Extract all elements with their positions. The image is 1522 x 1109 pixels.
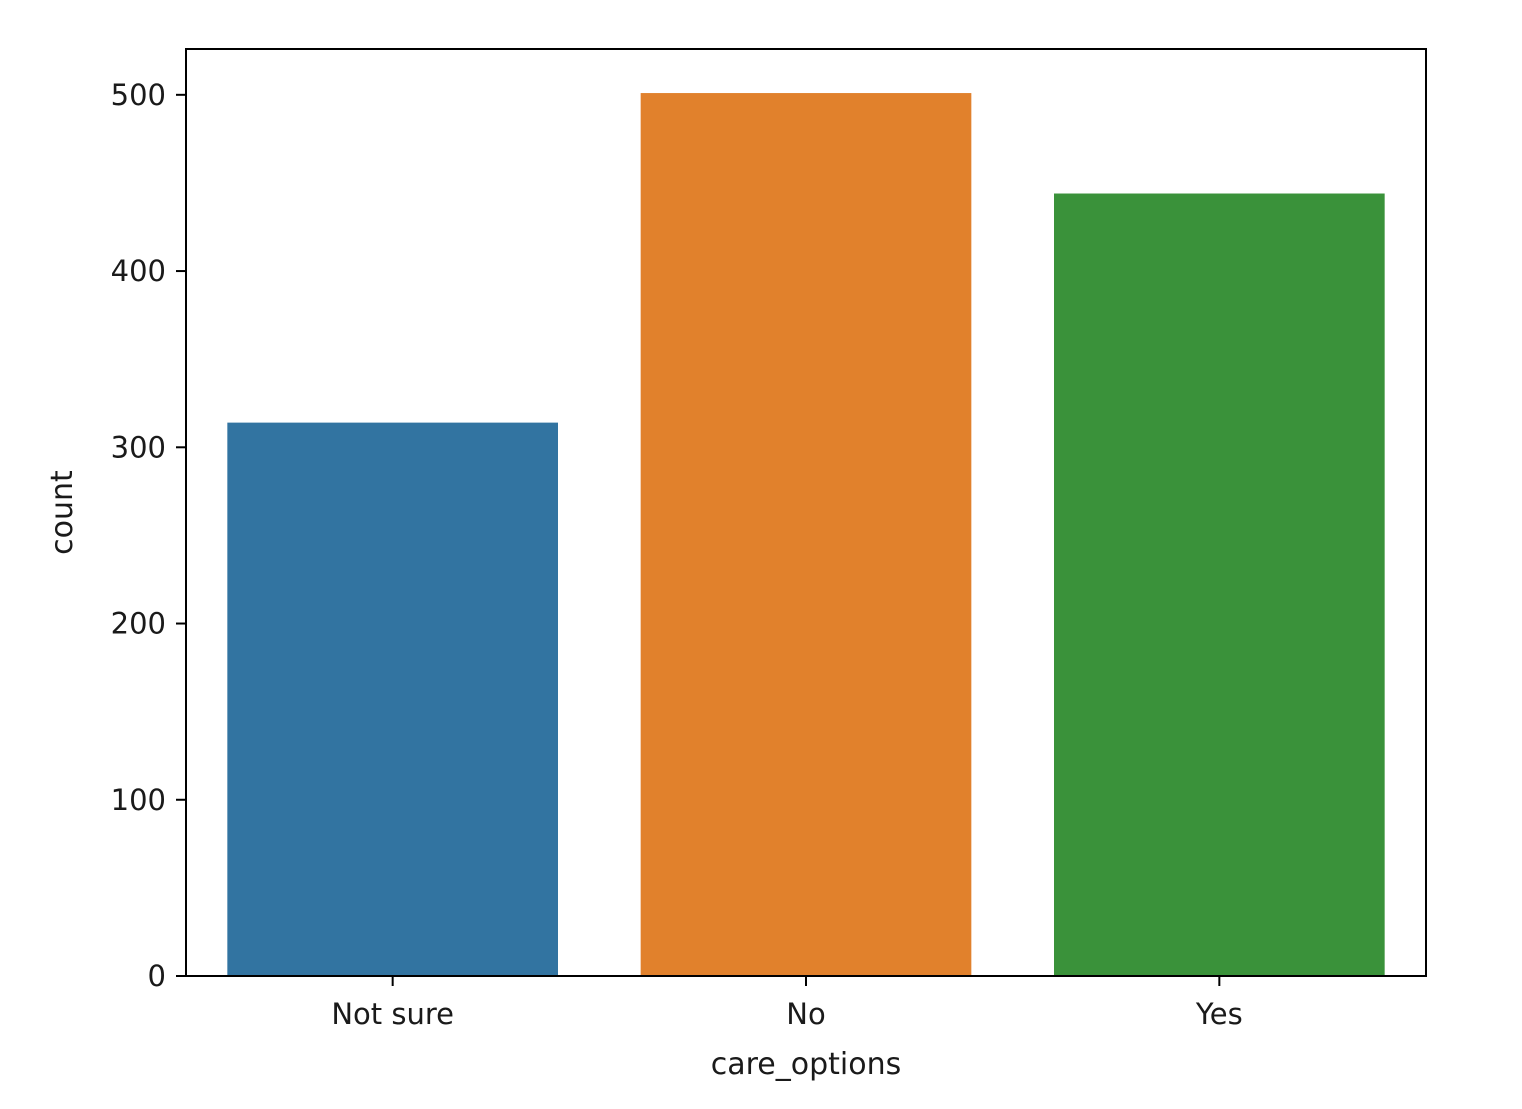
y-tick-label: 300 (111, 430, 166, 464)
x-tick-label: Yes (1195, 997, 1243, 1031)
y-tick-label: 400 (111, 254, 166, 288)
y-axis-ticks: 0 100 200 300 400 500 (111, 78, 186, 993)
y-axis-label: count (45, 470, 80, 555)
y-tick-label: 0 (148, 959, 166, 993)
x-axis-ticks: Not sure No Yes (331, 976, 1243, 1031)
x-axis-label: care_options (711, 1047, 902, 1082)
bar-not-sure (227, 422, 559, 977)
y-tick-label: 200 (111, 607, 166, 641)
bar-no (640, 93, 972, 976)
y-tick-label: 100 (111, 783, 166, 817)
bar-yes (1054, 193, 1385, 976)
x-tick-label: Not sure (331, 997, 454, 1031)
plot-frame (185, 48, 1427, 977)
x-tick-label: No (786, 997, 825, 1031)
y-tick-label: 500 (111, 78, 166, 112)
bars-layer (227, 93, 1385, 977)
